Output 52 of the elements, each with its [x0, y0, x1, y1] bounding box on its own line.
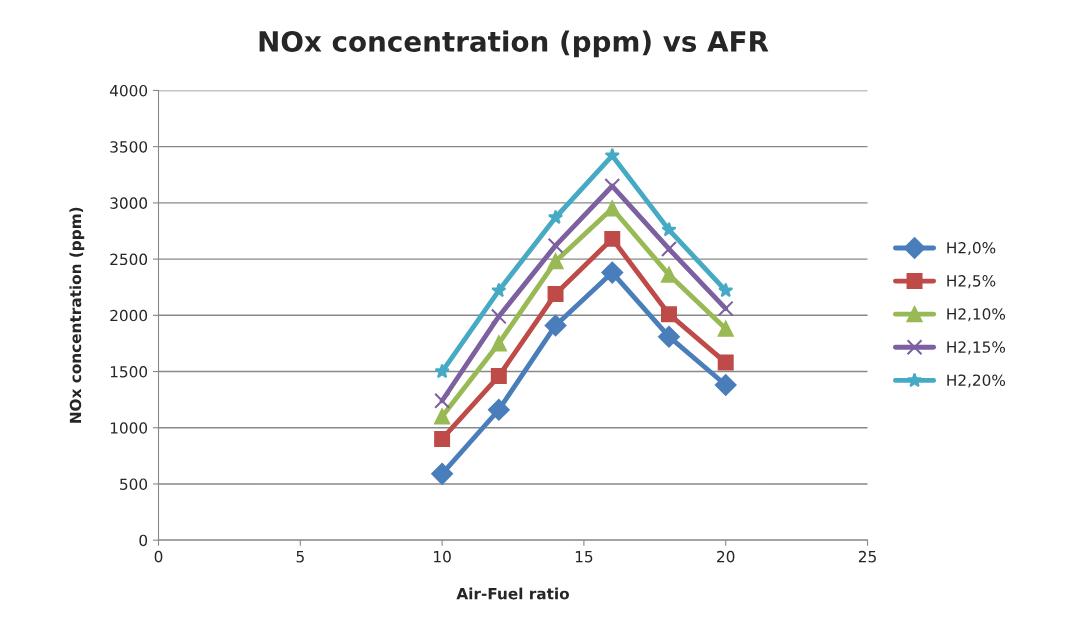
point	[544, 314, 567, 337]
legend-label: H2,20%	[947, 374, 1006, 388]
x-axis-title: Air-Fuel ratio	[456, 587, 569, 600]
point	[434, 408, 451, 425]
point	[604, 230, 621, 247]
point	[434, 363, 450, 379]
y-tick-label: 3000	[110, 197, 148, 209]
point	[661, 306, 677, 323]
point	[661, 241, 677, 257]
point	[547, 209, 564, 225]
y-tick-label: 500	[120, 478, 148, 490]
point	[491, 282, 507, 298]
x-tick-label: 25	[858, 550, 876, 563]
y-tick-label: 4000	[109, 84, 148, 97]
legend-label: H2,10%	[947, 308, 1006, 322]
y-tick-label: 1500	[110, 366, 148, 378]
legend-label: H2,15%	[947, 341, 1006, 355]
point	[601, 261, 624, 284]
point	[434, 392, 451, 409]
x-tick-label: 15	[575, 551, 593, 563]
point	[661, 266, 677, 283]
point	[434, 431, 451, 447]
y-tick-label: 1000	[110, 422, 148, 434]
chart-title: NOx concentration (ppm) vs AFR	[259, 30, 769, 58]
y-tick-label: 0	[139, 534, 148, 547]
point	[547, 285, 564, 302]
point	[658, 325, 680, 348]
point	[717, 354, 734, 371]
point	[717, 300, 734, 317]
x-tick-label: 10	[434, 550, 451, 563]
point	[604, 147, 620, 163]
x-tick-label: 20	[717, 550, 735, 563]
point	[431, 462, 453, 485]
point	[490, 308, 507, 325]
point	[487, 398, 510, 421]
point	[490, 335, 507, 352]
point	[547, 253, 564, 270]
point	[604, 200, 621, 217]
x-tick-label: 5	[296, 551, 304, 563]
point	[547, 237, 564, 254]
legend-label: H2,5%	[947, 275, 996, 289]
legend-label: H2,0%	[947, 241, 996, 256]
point	[718, 282, 734, 298]
y-tick-label: 2500	[110, 253, 148, 266]
point	[490, 368, 507, 385]
x-tick-label: 0	[154, 550, 163, 563]
point	[714, 374, 737, 396]
y-tick-label: 2000	[110, 309, 148, 322]
y-axis-title: NOx concentration (ppm)	[69, 207, 85, 423]
point	[717, 320, 734, 337]
point	[661, 221, 677, 237]
y-tick-label: 3500	[110, 141, 148, 153]
